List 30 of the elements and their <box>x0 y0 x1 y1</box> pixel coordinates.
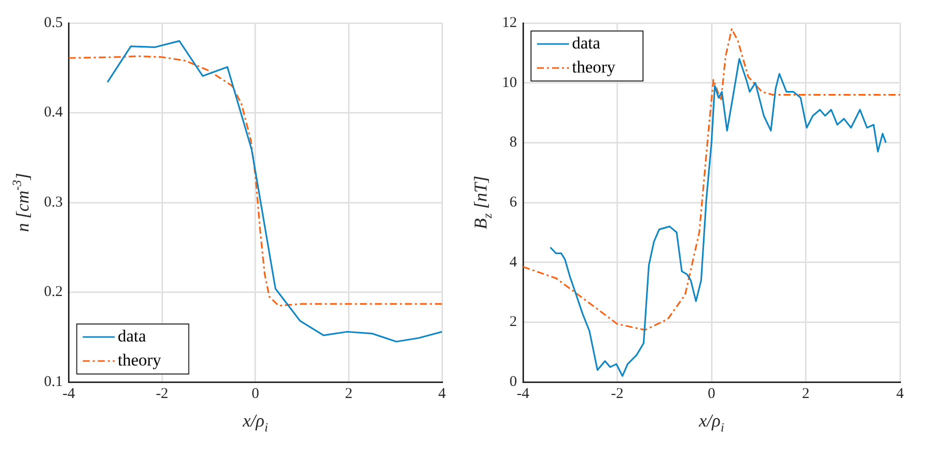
y-tick-label: 0 <box>510 374 517 390</box>
line-series <box>523 28 900 331</box>
y-tick-label: 12 <box>502 14 517 31</box>
x-tick-label: 0 <box>252 386 260 402</box>
x-tick-label: -2 <box>611 386 624 402</box>
y-tick-label: 0.4 <box>44 104 64 121</box>
x-tick-label: 0 <box>708 386 716 402</box>
y-tick-label: 10 <box>502 74 517 91</box>
legend-label: data <box>118 326 147 346</box>
y-tick-label: 0.1 <box>44 374 63 390</box>
legend-label: theory <box>572 57 616 76</box>
y-tick-label: 4 <box>510 254 518 270</box>
y-tick-label: 0.5 <box>44 14 63 31</box>
y-axis-title: Bz [nT] <box>470 176 495 230</box>
legend-label: theory <box>118 350 162 370</box>
y-tick-label: 0.3 <box>44 194 63 210</box>
y-tick-label: 8 <box>510 134 517 151</box>
x-tick-label: -4 <box>516 386 530 402</box>
y-tick-label: 0.2 <box>44 284 63 300</box>
x-tick-label: 2 <box>802 386 810 402</box>
x-tick-label: 2 <box>344 386 352 402</box>
legend-label: data <box>572 33 601 52</box>
y-axis-title: n [cm-3] <box>10 172 33 232</box>
x-tick-label: -4 <box>62 386 76 402</box>
x-tick-label: 4 <box>438 386 446 402</box>
line-series <box>68 55 442 307</box>
y-tick-label: 2 <box>510 314 517 330</box>
y-tick-label: 6 <box>510 194 518 210</box>
x-tick-label: -2 <box>156 386 168 402</box>
x-tick-label: 4 <box>896 386 904 402</box>
